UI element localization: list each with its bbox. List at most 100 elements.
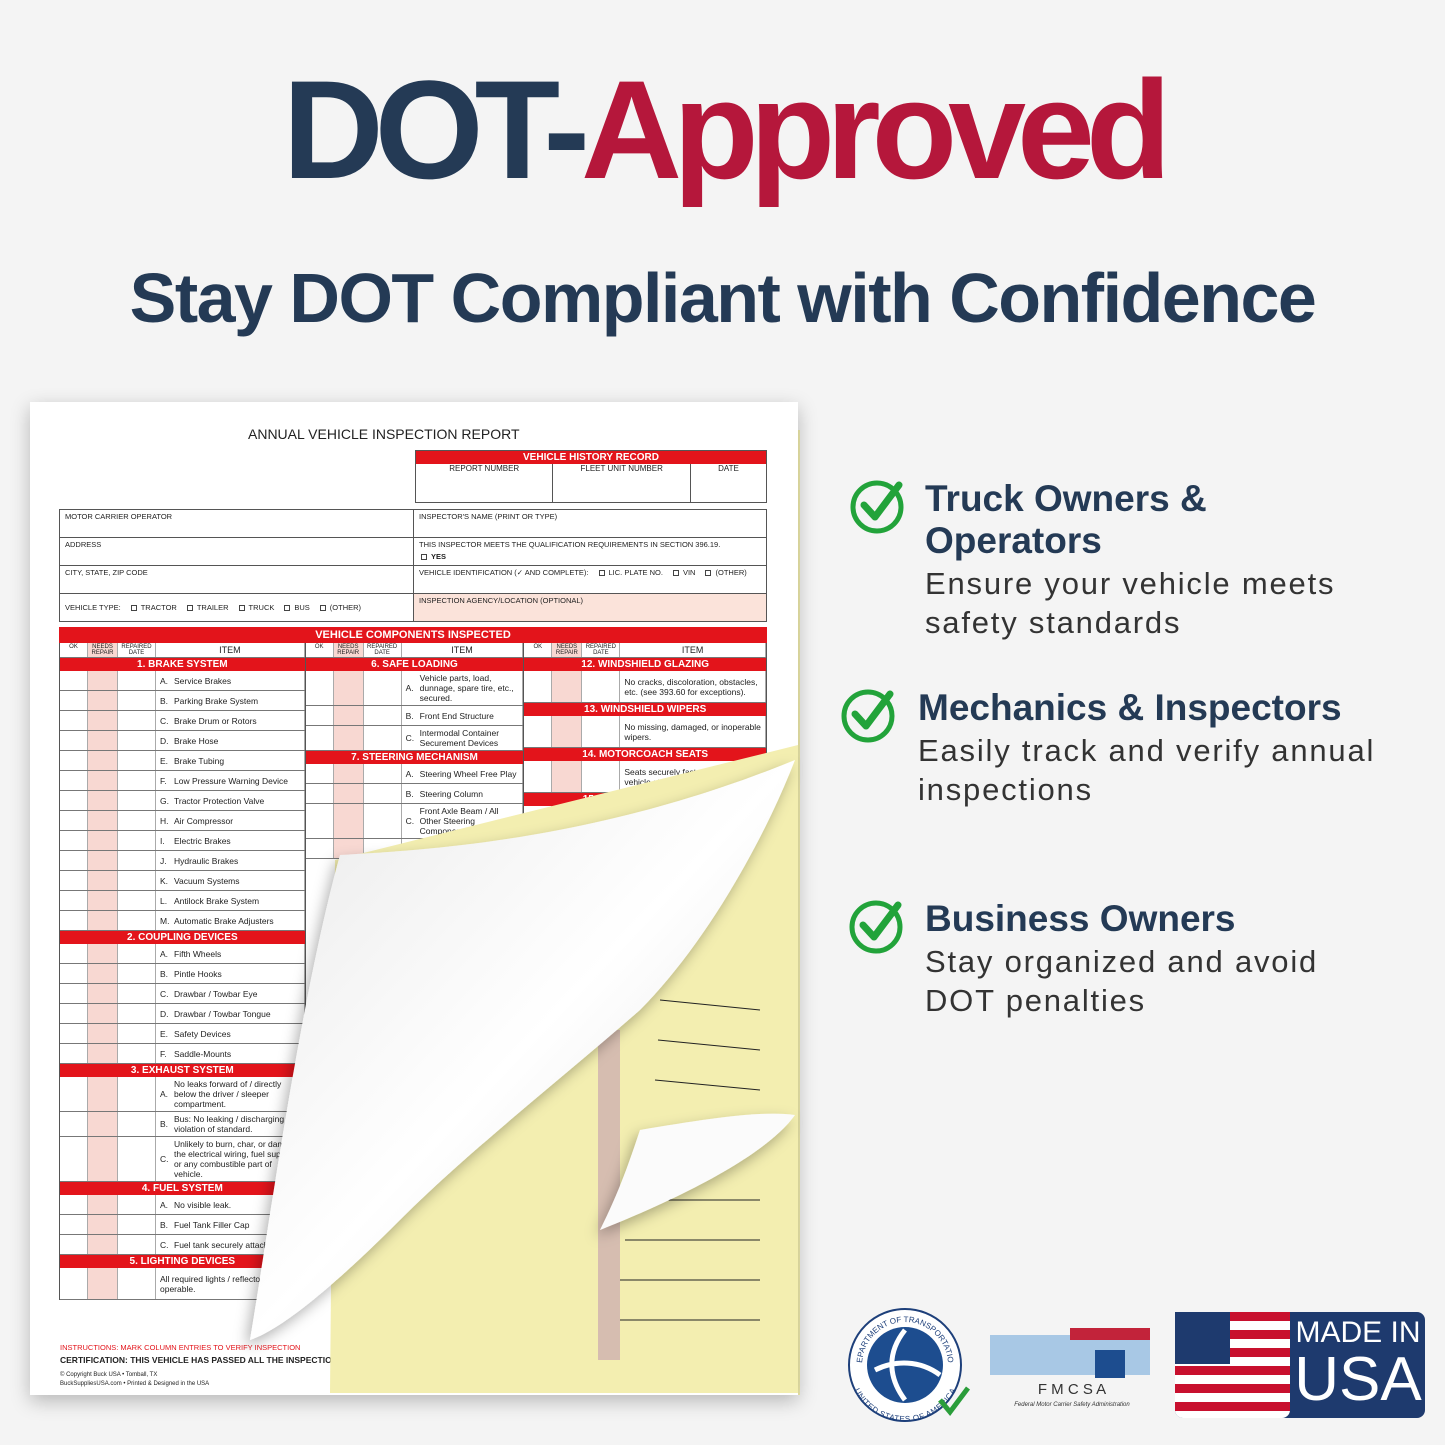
option-label: VIN bbox=[682, 568, 696, 577]
item-text: Steering Wheel Free Play bbox=[419, 768, 517, 779]
benefit-title: Mechanics & Inspectors bbox=[918, 687, 1342, 728]
needs-repair-cell bbox=[88, 811, 118, 830]
item-row: C. Fuel tank securely attached. bbox=[60, 1235, 305, 1255]
instructions: INSTRUCTIONS: MARK COLUMN ENTRIES TO VER… bbox=[60, 1343, 301, 1352]
inspection-form: ANNUAL VEHICLE INSPECTION REPORT VEHICLE… bbox=[30, 402, 798, 1395]
header-cell: NEEDS REPAIR bbox=[88, 643, 118, 657]
item-row: B. Parking Brake System bbox=[60, 691, 305, 711]
item-text: Fuel tank securely attached. bbox=[174, 1239, 281, 1250]
benefit-text: Easily track and verify annual inspectio… bbox=[918, 733, 1376, 807]
info-cell: INSPECTOR'S NAME (PRINT OR TYPE) bbox=[414, 510, 766, 538]
item-cell: E. Brake Tubing bbox=[156, 751, 305, 770]
history-table: VEHICLE HISTORY RECORD REPORT NUMBER FLEE… bbox=[415, 450, 767, 503]
section-title: 15. REAR IMPACT GUARD bbox=[524, 793, 766, 806]
option-label: TRUCK bbox=[248, 603, 275, 612]
item-letter: B. bbox=[160, 1119, 169, 1129]
item-text: Unlikely to burn, char, or damage the el… bbox=[174, 1139, 299, 1179]
ok-cell bbox=[60, 1137, 88, 1181]
option-label: BUS bbox=[294, 603, 310, 612]
needs-repair-cell bbox=[88, 911, 118, 930]
item-row: A. Steering Wheel Free Play bbox=[305, 764, 524, 784]
item-cell: In place, securely attached, proper size… bbox=[620, 806, 766, 840]
info-grid: MOTOR CARRIER OPERATOR ADDRESS CITY, STATE… bbox=[59, 509, 767, 622]
checkbox bbox=[186, 604, 193, 611]
ok-cell bbox=[306, 671, 334, 705]
website: BuckSuppliesUSA.com • Printed & Designed… bbox=[60, 1381, 210, 1387]
date-cell bbox=[118, 851, 156, 870]
item-cell: Seats securely fastened to the vehicle s… bbox=[620, 761, 766, 792]
item-cell: E. Safety Devices bbox=[156, 1024, 305, 1043]
date-cell bbox=[118, 964, 156, 983]
needs-repair-cell bbox=[333, 706, 364, 725]
item-cell: No missing, damaged, or inoperable wiper… bbox=[620, 716, 766, 747]
needs-repair-cell bbox=[552, 854, 583, 888]
date-cell bbox=[118, 1077, 156, 1111]
item-text: Automatic Brake Adjusters bbox=[174, 915, 274, 926]
date-cell bbox=[118, 1024, 156, 1043]
item-row: No missing, damaged, or inoperable wiper… bbox=[524, 716, 766, 748]
needs-repair-cell bbox=[88, 831, 118, 850]
needs-repair-cell bbox=[88, 1024, 118, 1043]
item-cell: B. Front End Structure bbox=[402, 706, 524, 725]
date-cell bbox=[118, 1044, 156, 1063]
field-label: VEHICLE IDENTIFICATION (✓ AND COMPLETE): bbox=[419, 568, 589, 577]
item-row: A. No visible leak. bbox=[60, 1195, 305, 1215]
item-text: Tractor Protection Valve bbox=[174, 795, 265, 806]
item-row: C. Unlikely to burn, char, or damage the … bbox=[60, 1137, 305, 1182]
history-title: VEHICLE HISTORY RECORD bbox=[416, 451, 766, 464]
item-row: K. Vacuum Systems bbox=[60, 871, 305, 891]
section-title: 6. SAFE LOADING bbox=[305, 658, 524, 671]
date-cell bbox=[118, 671, 156, 690]
item-cell: C. Brake Drum or Rotors bbox=[156, 711, 305, 730]
date-cell bbox=[364, 726, 402, 750]
date-cell bbox=[118, 1112, 156, 1136]
item-cell: B. Bus: No leaking / discharging in viola… bbox=[156, 1112, 305, 1136]
headline: DOT-Approved bbox=[0, 55, 1445, 205]
ok-cell bbox=[60, 1195, 88, 1214]
item-row: C. Brake Drum or Rotors bbox=[60, 711, 305, 731]
checkbox bbox=[130, 604, 137, 611]
form-title: ANNUAL VEHICLE INSPECTION REPORT bbox=[248, 426, 520, 442]
item-text: Brake Drum or Rotors bbox=[174, 715, 257, 726]
checkbox bbox=[284, 604, 291, 611]
date-cell bbox=[582, 761, 621, 792]
ok-cell bbox=[60, 691, 88, 710]
ok-cell bbox=[60, 1235, 88, 1254]
item-cell: L. Antilock Brake System bbox=[156, 891, 305, 910]
info-cell: VEHICLE TYPE: TRACTOR TRAILER TRUCK BUS (OTHE… bbox=[60, 594, 413, 621]
benefit: Mechanics & Inspectors Easily track and v… bbox=[918, 687, 1398, 809]
benefit-title: Truck Owners & Operators bbox=[925, 478, 1207, 561]
needs-repair-cell bbox=[88, 671, 118, 690]
item-text: Fuel Tank Filler Cap bbox=[174, 1219, 250, 1230]
section-title: 13. WINDSHIELD WIPERS bbox=[524, 703, 766, 716]
ok-cell bbox=[60, 751, 88, 770]
needs-repair-cell bbox=[88, 1235, 118, 1254]
checkbox bbox=[319, 604, 326, 611]
item-text: Seats securely fastened to the vehicle s… bbox=[624, 766, 739, 787]
section-title: 7. STEERING MECHANISM bbox=[305, 751, 524, 764]
item-row: E. Brake Tubing bbox=[60, 751, 305, 771]
date-cell bbox=[364, 706, 402, 725]
date-cell bbox=[118, 831, 156, 850]
item-text: Brake Hose bbox=[174, 735, 219, 746]
item-row: E. Safety Devices bbox=[60, 1024, 305, 1044]
item-letter: E. bbox=[160, 1028, 169, 1039]
field-label: THIS INSPECTOR MEETS THE QUALIFICATION R… bbox=[419, 540, 721, 549]
item-text: Steering Gear Box bbox=[419, 843, 490, 854]
item-letter: L. bbox=[160, 895, 168, 906]
item-letter: A. bbox=[405, 768, 414, 779]
item-row: I. Electric Brakes bbox=[60, 831, 305, 851]
ok-cell bbox=[60, 1044, 88, 1063]
ok-cell bbox=[306, 706, 334, 725]
section-title: 5. LIGHTING DEVICES bbox=[60, 1255, 305, 1268]
item-text: Antilock Brake System bbox=[174, 895, 260, 906]
item-letter: G. bbox=[160, 795, 169, 806]
item-row: No cracks, discoloration, obstacles, etc… bbox=[524, 671, 766, 703]
checkbox bbox=[598, 570, 605, 577]
date-cell bbox=[118, 1137, 156, 1181]
copyright: © Copyright Buck USA • Tomball, TX bbox=[60, 1372, 158, 1378]
item-row: A. Vehicle parts, load, dunnage, spare ti… bbox=[305, 671, 524, 706]
ok-cell bbox=[60, 911, 88, 930]
info-cell: THIS INSPECTOR MEETS THE QUALIFICATION R… bbox=[414, 538, 766, 566]
item-row: D. Brake Hose bbox=[60, 731, 305, 751]
